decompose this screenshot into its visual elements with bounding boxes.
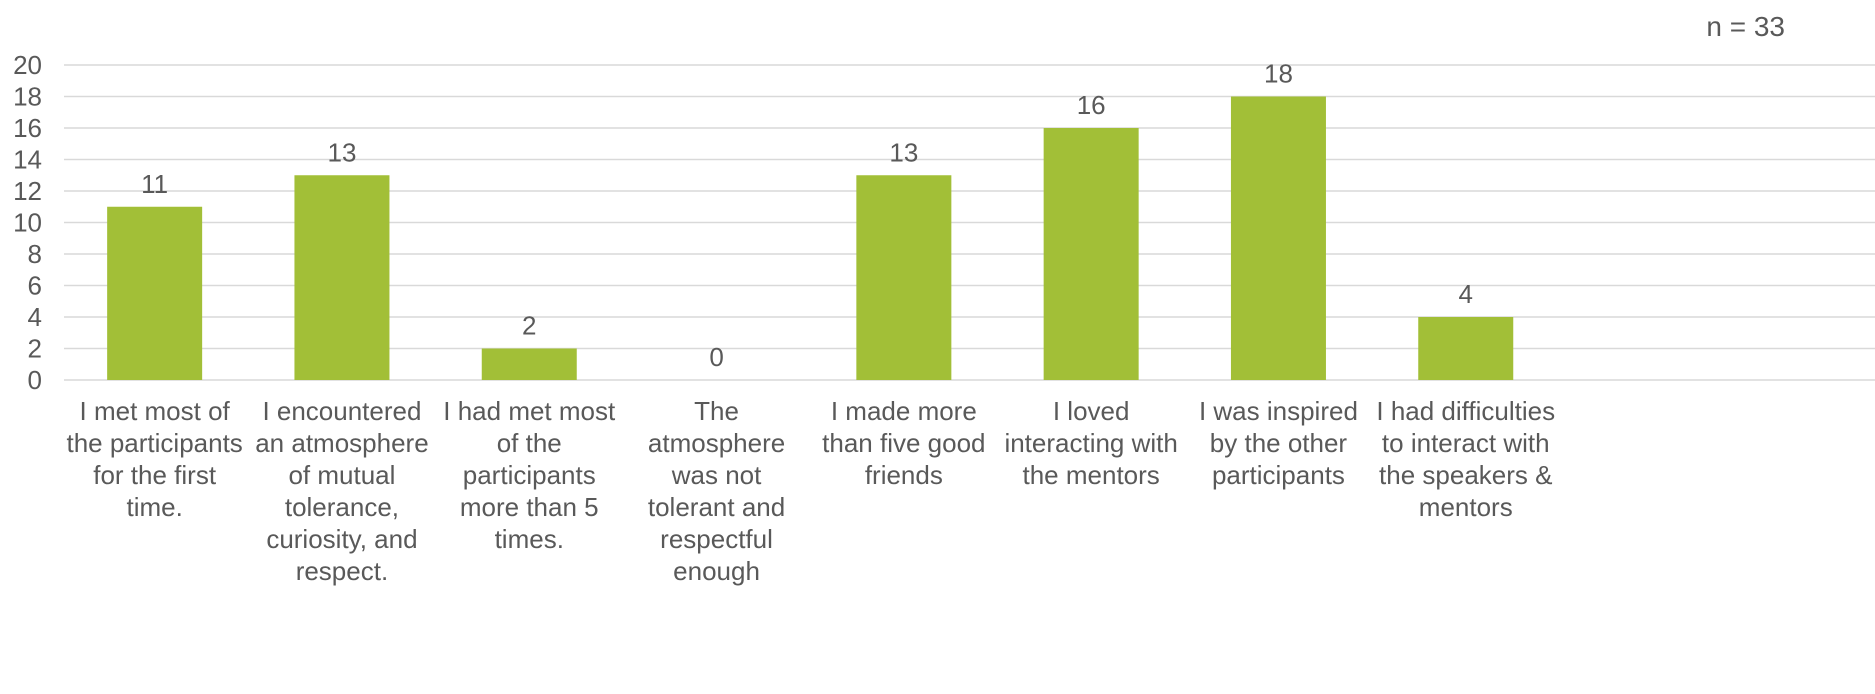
category-label-line: I was inspired (1199, 396, 1358, 426)
bar (294, 175, 390, 380)
y-tick-label: 18 (13, 82, 42, 112)
category-label-line: respectful (660, 524, 773, 554)
category-label-line: atmosphere (648, 428, 785, 458)
y-tick-label: 2 (28, 334, 42, 364)
category-label-line: mentors (1419, 492, 1513, 522)
data-label: 0 (709, 342, 723, 372)
category-label-line: interacting with (1004, 428, 1177, 458)
category-label-line: I loved (1053, 396, 1130, 426)
category-label-line: of the (497, 428, 562, 458)
category-label-line: more than 5 (460, 492, 599, 522)
y-tick-label: 16 (13, 113, 42, 143)
bar (1418, 317, 1514, 380)
category-label-line: was not (671, 460, 762, 490)
category-label-line: respect. (296, 556, 389, 586)
category-label: I was inspired by the other participants (1199, 396, 1358, 490)
category-label: I made more than five good friends (822, 396, 985, 490)
y-tick-label: 8 (28, 239, 42, 269)
category-label-line: of mutual (288, 460, 395, 490)
category-label-line: times. (495, 524, 564, 554)
category-label-line: I had met most (443, 396, 616, 426)
y-tick-label: 6 (28, 271, 42, 301)
bar (856, 175, 952, 380)
category-label-line: I encountered (262, 396, 421, 426)
category-label-line: an atmosphere (255, 428, 428, 458)
sample-size-annotation: n = 33 (1706, 11, 1785, 42)
category-label: I had difficulties to interact with the sp… (1376, 396, 1555, 522)
category-label-line: tolerance, (285, 492, 399, 522)
y-tick-label: 10 (13, 208, 42, 238)
data-label: 11 (141, 169, 168, 199)
category-label: I met most of the participants for the fir… (66, 396, 242, 522)
data-label: 13 (327, 137, 356, 167)
category-label: I loved interacting with the mentors (1004, 396, 1177, 490)
y-tick-label: 20 (13, 50, 42, 80)
category-label: The atmosphere was not tolerant and respectf… (648, 396, 785, 586)
y-tick-label: 4 (28, 302, 42, 332)
category-label-line: I met most of (80, 396, 231, 426)
category-label: I had met most of the participants more tha… (443, 396, 616, 554)
bar (481, 348, 577, 380)
category-label-line: I made more (831, 396, 977, 426)
category-label-line: participants (463, 460, 596, 490)
category-label-line: I had difficulties (1376, 396, 1555, 426)
category-label-line: for the first (93, 460, 217, 490)
data-label: 2 (522, 311, 536, 341)
y-tick-label: 12 (13, 176, 42, 206)
category-label: I encountered an atmosphere of mutual toler… (255, 396, 428, 586)
category-label-line: the mentors (1023, 460, 1160, 490)
data-label: 16 (1077, 90, 1106, 120)
category-label-line: the speakers & (1379, 460, 1552, 490)
y-tick-label: 14 (13, 145, 42, 175)
category-label-line: than five good (822, 428, 985, 458)
category-label-line: time. (126, 492, 182, 522)
data-label: 13 (889, 137, 918, 167)
category-label-line: the participants (66, 428, 242, 458)
data-label: 18 (1264, 59, 1293, 89)
y-tick-label: 0 (28, 365, 42, 395)
bar (107, 206, 203, 380)
category-label-line: to interact with (1382, 428, 1550, 458)
bar (1230, 96, 1326, 380)
category-label-line: participants (1212, 460, 1345, 490)
category-label-line: enough (673, 556, 760, 586)
category-label-line: The (694, 396, 739, 426)
category-label-line: by the other (1210, 428, 1348, 458)
data-label: 4 (1459, 279, 1473, 309)
category-label-line: tolerant and (648, 492, 785, 522)
category-label-line: curiosity, and (266, 524, 417, 554)
bar (1043, 128, 1139, 380)
category-label-line: friends (865, 460, 943, 490)
